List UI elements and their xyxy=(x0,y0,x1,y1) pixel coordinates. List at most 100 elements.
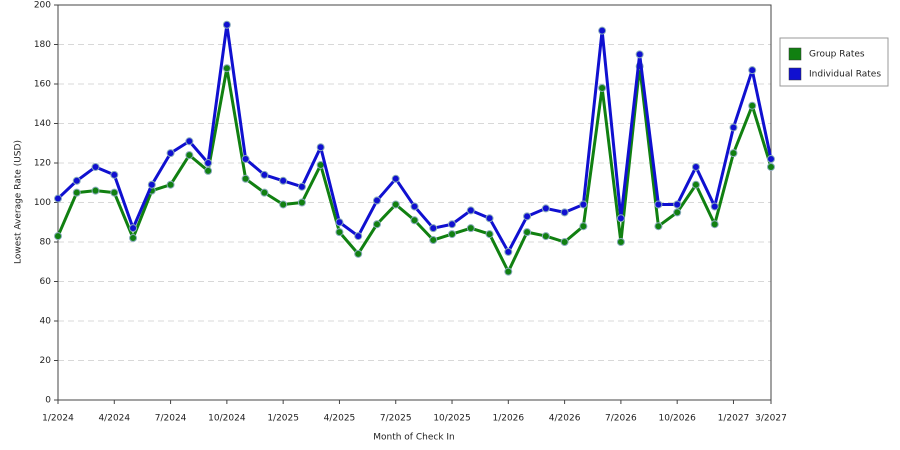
point xyxy=(579,222,588,231)
point xyxy=(635,50,644,59)
point xyxy=(541,204,550,213)
point xyxy=(91,162,100,171)
point xyxy=(729,123,738,132)
point xyxy=(691,162,700,171)
point xyxy=(541,232,550,241)
y-tick-label: 100 xyxy=(34,198,51,208)
series-line xyxy=(56,64,773,274)
point xyxy=(166,149,175,158)
point xyxy=(673,200,682,209)
y-axis-label: Lowest Average Rate (USD) xyxy=(14,140,24,264)
point xyxy=(204,166,213,175)
point xyxy=(241,155,250,164)
point xyxy=(504,267,513,276)
point xyxy=(204,159,213,167)
x-tick-label: 1/2026 xyxy=(492,414,524,424)
point xyxy=(485,214,494,223)
y-tick-label: 120 xyxy=(34,159,51,169)
point xyxy=(523,228,532,237)
point xyxy=(110,170,119,179)
point xyxy=(560,208,569,217)
point xyxy=(748,101,757,110)
point xyxy=(391,174,400,183)
x-tick-label: 7/2025 xyxy=(380,414,412,424)
x-tick-label: 10/2025 xyxy=(433,414,470,424)
point xyxy=(260,170,269,179)
y-tick-label: 0 xyxy=(45,396,51,406)
point xyxy=(654,200,663,209)
point xyxy=(260,188,269,197)
point xyxy=(466,206,475,215)
point xyxy=(691,180,700,189)
point xyxy=(560,238,569,246)
point xyxy=(72,188,81,197)
point xyxy=(372,220,381,229)
y-tick-label: 160 xyxy=(34,80,51,90)
point xyxy=(748,66,757,75)
point xyxy=(429,224,438,233)
y-tick-label: 60 xyxy=(40,277,52,287)
point xyxy=(466,224,475,233)
point xyxy=(354,249,363,258)
point xyxy=(410,216,419,225)
x-axis-label: Month of Check In xyxy=(373,433,455,443)
point xyxy=(372,196,381,205)
y-tick-label: 140 xyxy=(34,119,51,129)
point xyxy=(147,180,156,189)
x-tick-label: 1/2025 xyxy=(267,414,299,424)
point xyxy=(448,220,457,229)
point xyxy=(485,230,494,239)
point xyxy=(391,200,400,209)
point xyxy=(710,202,719,211)
point xyxy=(654,222,663,231)
legend-label: Individual Rates xyxy=(809,70,881,80)
point xyxy=(598,83,607,92)
point xyxy=(222,64,231,73)
point xyxy=(335,228,344,237)
point xyxy=(241,174,250,183)
x-tick-label: 4/2026 xyxy=(549,414,581,424)
legend-swatch xyxy=(788,67,802,81)
point xyxy=(410,202,419,211)
y-tick-label: 20 xyxy=(40,356,52,366)
x-tick-label: 4/2025 xyxy=(324,414,356,424)
x-tick-label: 1/2027 xyxy=(718,414,750,424)
point xyxy=(222,20,231,29)
point xyxy=(598,26,607,35)
x-tick-label: 10/2024 xyxy=(208,414,246,424)
x-tick-label: 1/2024 xyxy=(42,414,74,424)
point xyxy=(110,188,119,197)
point xyxy=(523,212,532,221)
point xyxy=(673,208,682,217)
legend-label: Group Rates xyxy=(809,50,865,60)
point xyxy=(54,232,62,241)
y-tick-label: 200 xyxy=(34,1,51,11)
point xyxy=(710,220,719,229)
point xyxy=(297,198,306,207)
x-tick-label: 4/2024 xyxy=(98,414,130,424)
x-tick-label: 3/2027 xyxy=(755,414,787,424)
point xyxy=(54,194,62,203)
point xyxy=(129,224,138,233)
x-tick-label: 7/2026 xyxy=(605,414,637,424)
point xyxy=(297,182,306,191)
point xyxy=(767,162,775,171)
point xyxy=(335,218,344,227)
point xyxy=(354,232,363,241)
point xyxy=(185,137,194,146)
y-tick-label: 180 xyxy=(34,40,51,50)
point xyxy=(616,238,625,246)
point xyxy=(91,186,100,195)
point xyxy=(166,180,175,189)
point xyxy=(72,176,81,185)
point xyxy=(729,149,738,158)
point xyxy=(279,176,288,185)
point xyxy=(579,200,588,209)
point xyxy=(316,143,325,152)
y-tick-label: 80 xyxy=(40,238,52,248)
point xyxy=(448,230,457,239)
x-tick-label: 7/2024 xyxy=(155,414,187,424)
legend-swatch xyxy=(788,47,802,61)
point xyxy=(129,234,138,243)
